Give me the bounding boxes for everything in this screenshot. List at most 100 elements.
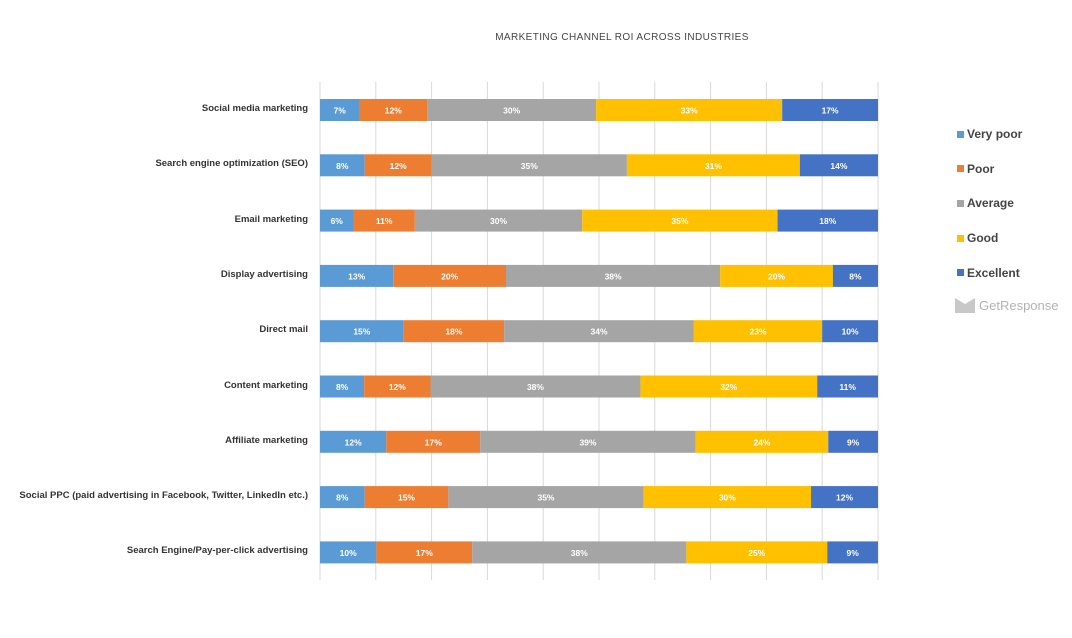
bar-segment [472, 541, 687, 564]
bar-segment [693, 320, 823, 343]
category-label: Social PPC (paid advertising in Facebook… [19, 490, 308, 502]
data-label: 20% [768, 271, 785, 281]
data-label: 8% [336, 161, 349, 171]
legend-item: Good [957, 221, 1022, 256]
data-label: 38% [605, 271, 622, 281]
data-label: 32% [720, 382, 737, 392]
legend-swatch [957, 165, 964, 173]
legend-label: Very poor [967, 127, 1023, 142]
data-label: 17% [822, 106, 839, 116]
legend-item: Excellent [957, 255, 1022, 290]
bar-segment [504, 320, 694, 343]
legend-item: Very poor [957, 117, 1022, 152]
data-label: 13% [348, 271, 365, 281]
data-label: 35% [671, 216, 688, 226]
legend-item: Average [957, 186, 1022, 221]
category-label: Content marketing [224, 379, 308, 391]
data-label: 23% [750, 327, 767, 337]
legend-swatch [957, 130, 964, 138]
envelope-icon [955, 298, 975, 313]
bar-segment [393, 264, 506, 287]
data-label: 30% [503, 106, 520, 116]
bar-segment [431, 154, 627, 177]
data-label: 25% [748, 548, 765, 558]
bar-segment [822, 320, 878, 343]
category-label: Display advertising [220, 268, 308, 280]
bar-segment [320, 430, 387, 453]
bar-segment [828, 430, 878, 453]
legend-label: Good [967, 231, 999, 246]
data-label: 38% [527, 382, 544, 392]
data-label: 34% [590, 327, 607, 337]
bar-segment [643, 486, 812, 509]
data-label: 31% [705, 161, 722, 171]
bar-segment [695, 430, 829, 453]
data-label: 11% [839, 382, 856, 392]
data-label: 24% [753, 437, 770, 447]
bar-segment [596, 99, 783, 121]
bar-segment [320, 264, 394, 287]
bar-segment [782, 99, 878, 121]
legend-label: Excellent [967, 265, 1020, 280]
data-label: 12% [836, 493, 853, 503]
bar-segment [480, 430, 696, 453]
bar-segment [720, 264, 833, 287]
data-label: 7% [334, 106, 347, 116]
bar-segment [832, 264, 878, 287]
data-label: 6% [331, 216, 344, 226]
category-label: Search engine optimization (SEO) [155, 158, 308, 170]
bar-segment [817, 375, 878, 398]
category-label: Direct mail [259, 324, 308, 336]
legend-swatch [957, 234, 964, 242]
data-label: 33% [681, 106, 698, 116]
bar-segment [448, 486, 644, 509]
data-label: 8% [849, 271, 862, 281]
logo-text: GetResponse [979, 298, 1059, 313]
bar-segment [777, 209, 878, 232]
data-label: 12% [390, 161, 407, 171]
bar-segment [364, 375, 431, 398]
data-label: 12% [389, 382, 406, 392]
legend-label: Poor [967, 161, 995, 176]
legend: Very poor Poor Average Good Excellent [957, 117, 1022, 290]
bar-segment [506, 264, 721, 287]
data-label: 35% [537, 493, 554, 503]
bar-segment [430, 375, 641, 398]
bar-segment [414, 209, 583, 232]
data-label: 20% [441, 271, 458, 281]
bar-segment [353, 209, 415, 232]
legend-swatch [957, 269, 964, 277]
bar-segment [376, 541, 473, 564]
data-label: 8% [336, 493, 349, 503]
bar-segment [386, 430, 481, 453]
bar-segment [359, 99, 428, 121]
bar-segment [582, 209, 778, 232]
data-label: 10% [340, 548, 357, 558]
data-label: 14% [830, 161, 847, 171]
bar-segment [320, 541, 377, 564]
legend-label: Average [967, 196, 1014, 211]
bar-segment [364, 486, 449, 509]
bar-segment [640, 375, 818, 398]
data-label: 30% [719, 493, 736, 503]
legend-swatch [957, 199, 964, 207]
category-label: Social media marketing [201, 103, 308, 114]
category-label: Email marketing [234, 213, 308, 225]
bar-segment [811, 486, 878, 509]
data-label: 12% [385, 106, 402, 116]
bar-segment [403, 320, 505, 343]
bar-segment [686, 541, 828, 564]
data-label: 17% [416, 548, 433, 558]
data-label: 12% [345, 437, 362, 447]
data-label: 9% [846, 548, 859, 558]
data-label: 18% [445, 327, 462, 337]
data-label: 15% [353, 327, 370, 337]
bar-segment [320, 320, 404, 343]
category-label: Search Engine/Pay-per-click advertising [126, 545, 308, 557]
bar-segment [427, 99, 597, 121]
bar-segment [320, 209, 354, 232]
bar-segment [364, 154, 432, 177]
bar-segment [320, 486, 365, 509]
data-label: 39% [579, 437, 596, 447]
